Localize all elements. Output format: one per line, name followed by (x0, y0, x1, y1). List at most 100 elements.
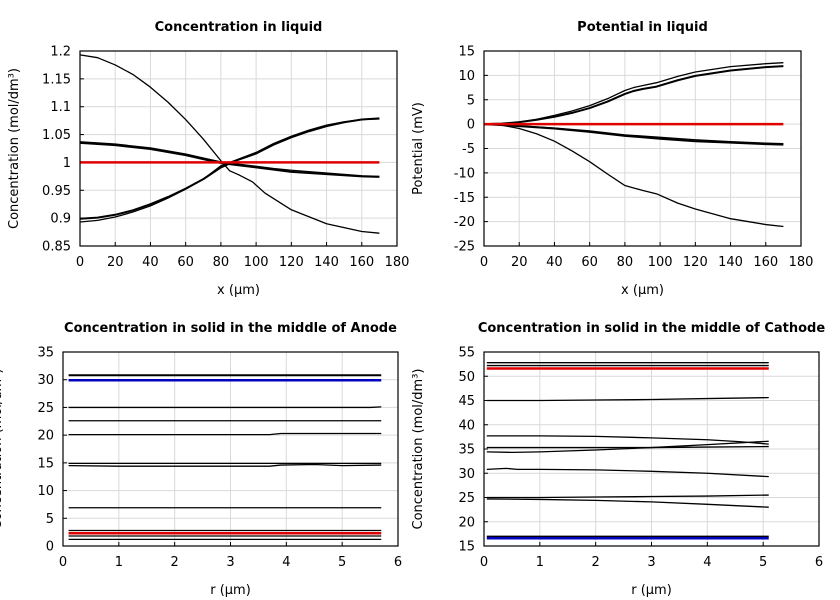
x-axis-label: r (µm) (631, 583, 672, 598)
x-tick-label: 5 (759, 555, 767, 570)
x-axis-label: r (µm) (210, 583, 251, 598)
y-tick-label: 15 (37, 456, 54, 471)
y-tick-label: 1.2 (50, 45, 71, 60)
y-tick-label: 30 (37, 373, 54, 388)
y-tick-label: 20 (458, 515, 475, 530)
y-tick-label: -5 (462, 142, 475, 157)
plot-frame (483, 50, 802, 247)
x-tick-label: 20 (107, 255, 124, 270)
series-line-c4 (486, 435, 769, 445)
y-tick-label: 0.95 (42, 184, 71, 199)
y-tick-label: 10 (37, 484, 54, 499)
x-tick-label: 80 (213, 255, 230, 270)
y-tick-label: 50 (458, 370, 475, 385)
x-tick-label: 0 (59, 555, 67, 570)
chart-anode-solid: 0 1 2 3 4 5 6 0 5 10 15 20 25 30 35 Concentration in so… (0, 321, 402, 598)
y-tick-label: -20 (454, 215, 475, 230)
series-line-t5 (483, 62, 784, 125)
series-line-a4 (68, 432, 382, 436)
y-tick-label: 5 (467, 93, 475, 108)
series-line-c5 (486, 445, 769, 449)
series-line-t3 (483, 123, 784, 145)
x-tick-label: 0 (76, 255, 84, 270)
y-tick-label: -25 (454, 240, 475, 255)
x-tick-label: 1 (536, 555, 544, 570)
x-tick-label: 6 (815, 555, 823, 570)
y-tick-label: -10 (454, 166, 475, 181)
chart-title: Concentration in solid in the middle of … (64, 321, 397, 336)
x-tick-label: 6 (394, 555, 402, 570)
y-tick-label: 45 (458, 394, 475, 409)
series-line-a2 (68, 406, 382, 409)
y-tick-label: 0 (46, 540, 54, 555)
x-tick-label: 140 (314, 255, 339, 270)
y-axis-label: Concentration (mol/dm³) (411, 369, 426, 530)
x-tick-label: 120 (683, 255, 708, 270)
x-tick-label: 160 (753, 255, 778, 270)
x-tick-label: 100 (648, 255, 673, 270)
series-line-t4 (79, 117, 380, 220)
y-axis-label: Potential (mV) (411, 102, 426, 195)
series-line-c7 (486, 467, 769, 478)
y-tick-label: 10 (458, 69, 475, 84)
x-tick-label: 180 (789, 255, 814, 270)
plot-frame (79, 50, 398, 247)
x-tick-label: 60 (177, 255, 194, 270)
series-line-c3 (486, 396, 769, 402)
y-tick-label: 25 (458, 491, 475, 506)
y-tick-label: 35 (37, 346, 54, 361)
series-line-t1 (483, 123, 784, 228)
x-tick-label: 3 (647, 555, 655, 570)
y-axis-label: Concentration (mol/dm³) (0, 369, 5, 530)
series-line-a6 (68, 463, 382, 467)
y-tick-label: 0.9 (50, 212, 71, 227)
x-tick-label: 40 (142, 255, 159, 270)
x-tick-label: 40 (546, 255, 563, 270)
series-line-t3 (79, 141, 380, 178)
x-tick-label: 140 (718, 255, 743, 270)
series-line-c8 (486, 494, 769, 499)
chart-liquid-concentration: 0 20 40 60 80 100 120 140 160 180 0.85 0.9 0.95 1 1.05… (7, 20, 409, 298)
y-axis-label: Concentration (mol/dm³) (7, 68, 22, 229)
series-line-c6 (486, 440, 769, 454)
x-tick-label: 5 (338, 555, 346, 570)
x-axis-label: x (µm) (217, 283, 260, 298)
y-tick-label: 40 (458, 418, 475, 433)
x-tick-label: 80 (617, 255, 634, 270)
x-axis-label: x (µm) (621, 283, 664, 298)
y-tick-label: 30 (458, 467, 475, 482)
chart-liquid-potential: 0 20 40 60 80 100 120 140 160 180 -25 -20 -15 -10 -5 0 5… (411, 20, 813, 298)
series-line-t2 (79, 141, 380, 178)
y-tick-label: 0.85 (42, 240, 71, 255)
chart-title: Concentration in liquid (155, 20, 323, 35)
chart-title: Concentration in solid in the middle of … (478, 321, 826, 336)
x-tick-label: 60 (581, 255, 598, 270)
x-tick-label: 120 (279, 255, 304, 270)
x-tick-label: 0 (480, 555, 488, 570)
y-tick-label: 1.05 (42, 128, 71, 143)
x-tick-label: 160 (349, 255, 374, 270)
x-tick-label: 0 (480, 255, 488, 270)
x-tick-label: 4 (282, 555, 290, 570)
plot-frame (62, 351, 399, 547)
y-tick-label: 1 (63, 156, 71, 171)
x-tick-label: 4 (703, 555, 711, 570)
y-tick-label: 15 (458, 45, 475, 60)
x-tick-label: 2 (171, 555, 179, 570)
x-tick-label: 2 (592, 555, 600, 570)
series-line-t4 (483, 65, 784, 126)
y-tick-label: 1.1 (50, 100, 71, 115)
x-tick-label: 100 (244, 255, 269, 270)
y-tick-label: 25 (37, 401, 54, 416)
series-line-c9 (486, 498, 769, 508)
y-tick-label: 55 (458, 346, 475, 361)
y-tick-label: 35 (458, 443, 475, 458)
x-tick-label: 3 (226, 555, 234, 570)
y-tick-label: 15 (458, 540, 475, 555)
plot-frame (483, 351, 820, 547)
series-line-t1 (79, 54, 380, 234)
y-tick-label: 20 (37, 429, 54, 444)
chart-title: Potential in liquid (577, 20, 708, 35)
